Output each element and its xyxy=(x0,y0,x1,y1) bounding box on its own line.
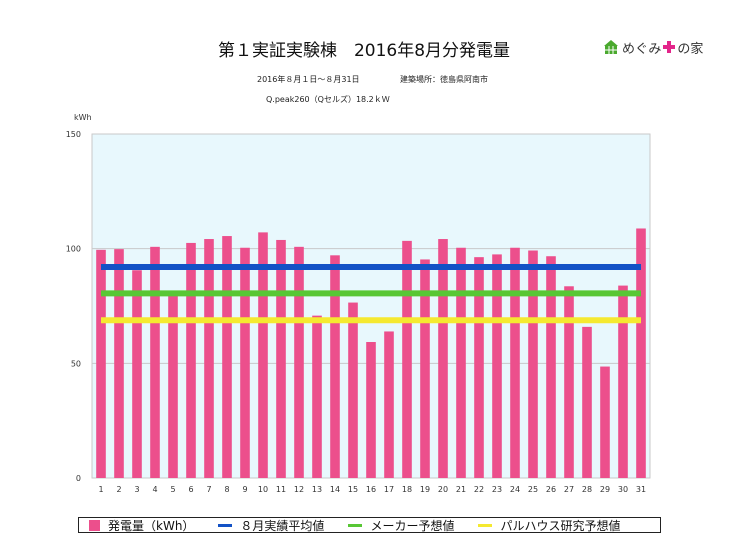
x-tick-label: 17 xyxy=(384,485,394,494)
brand-logo: めぐみ の家 xyxy=(603,36,703,58)
x-tick-label: 23 xyxy=(492,485,502,494)
x-tick-label: 21 xyxy=(456,485,466,494)
x-tick-label: 14 xyxy=(330,485,340,494)
x-tick-label: 11 xyxy=(276,485,286,494)
plus-icon xyxy=(663,41,676,53)
x-tick-label: 25 xyxy=(528,485,538,494)
y-axis-label: kWh xyxy=(74,113,92,122)
x-tick-label: 31 xyxy=(636,485,646,494)
bar xyxy=(258,232,268,478)
bar xyxy=(294,246,304,478)
logo-text-right: の家 xyxy=(677,41,704,57)
bars xyxy=(96,228,646,478)
x-tick-label: 18 xyxy=(402,485,412,494)
bar xyxy=(168,294,178,478)
chart-title: 第１実証実験棟 2016年8月分発電量 xyxy=(217,41,511,61)
reference-lines xyxy=(101,264,641,324)
x-tick-label: 1 xyxy=(98,485,103,494)
bar xyxy=(384,331,394,478)
bar xyxy=(438,239,448,478)
legend-label-palhouse: パルハウス研究予想値 xyxy=(500,518,621,533)
bar xyxy=(276,239,286,478)
bar xyxy=(204,239,214,478)
y-tick-label: 0 xyxy=(76,474,81,483)
x-tick-label: 27 xyxy=(564,485,574,494)
x-tick-label: 13 xyxy=(312,485,322,494)
legend-swatch-generation xyxy=(89,519,100,531)
y-tick-label: 50 xyxy=(71,359,81,368)
bar xyxy=(366,342,376,478)
bar xyxy=(474,257,484,478)
y-tick-label: 100 xyxy=(66,245,81,254)
bar xyxy=(528,250,538,478)
x-tick-label: 26 xyxy=(546,485,556,494)
x-tick-label: 8 xyxy=(224,485,229,494)
legend-label-maker: メーカー予想値 xyxy=(370,518,455,533)
legend-swatch-average xyxy=(218,523,233,527)
legend-swatch-palhouse xyxy=(478,523,493,527)
bar xyxy=(618,285,628,478)
y-tick-label: 150 xyxy=(66,130,81,139)
bar xyxy=(402,240,412,478)
bar xyxy=(636,228,646,478)
x-tick-label: 2 xyxy=(116,485,121,494)
x-tick-label: 3 xyxy=(134,485,139,494)
bar xyxy=(132,270,142,478)
bar xyxy=(312,315,322,478)
bar xyxy=(600,366,610,478)
legend-item-generation: 発電量（kWh） xyxy=(89,517,194,534)
bar xyxy=(114,249,124,478)
bar xyxy=(420,259,430,478)
bar xyxy=(222,236,232,478)
x-tick-label: 28 xyxy=(582,485,592,494)
legend-item-average: ８月実績平均値 xyxy=(204,517,324,534)
x-tick-label: 19 xyxy=(420,485,430,494)
legend-label-average: ８月実績平均値 xyxy=(240,518,325,533)
legend: 発電量（kWh） ８月実績平均値 メーカー予想値 パルハウス研究予想値 xyxy=(78,517,661,533)
legend-item-palhouse: パルハウス研究予想値 xyxy=(464,517,620,534)
location-text: 建築場所：徳島県阿南市 xyxy=(400,75,488,84)
bar xyxy=(96,249,106,478)
x-tick-label: 29 xyxy=(600,485,610,494)
bar xyxy=(456,247,466,478)
panel-text: Q.peak260（Qセルズ）18.2ｋＷ xyxy=(266,95,390,104)
x-tick-label: 15 xyxy=(348,485,358,494)
legend-label-generation: 発電量（kWh） xyxy=(108,518,195,533)
period-text: 2016年８月１日～８月31日 xyxy=(257,75,360,84)
bar xyxy=(348,302,358,478)
x-tick-label: 6 xyxy=(188,485,193,494)
x-tick-label: 24 xyxy=(510,485,520,494)
x-tick-label: 20 xyxy=(438,485,448,494)
legend-swatch-maker xyxy=(348,523,363,527)
bar xyxy=(546,256,556,478)
bar xyxy=(510,247,520,478)
x-tick-label: 12 xyxy=(294,485,304,494)
x-tick-label: 22 xyxy=(474,485,484,494)
bar xyxy=(564,286,574,478)
bar xyxy=(150,246,160,478)
x-tick-label: 10 xyxy=(258,485,268,494)
y-tick-labels: 0 50 100 150 xyxy=(66,130,81,483)
house-icon xyxy=(604,40,618,54)
bar xyxy=(240,247,250,478)
logo-text-left: めぐみ xyxy=(622,41,662,57)
x-tick-label: 30 xyxy=(618,485,628,494)
x-tick-label: 9 xyxy=(242,485,247,494)
x-tick-labels: 1 2 3 4 5 6 7 8 9 10 11 12 13 14 15 16 17 18 19 20 21 22 23 24 2… xyxy=(98,485,646,494)
x-tick-label: 4 xyxy=(152,485,157,494)
bar xyxy=(492,254,502,478)
x-tick-label: 5 xyxy=(170,485,175,494)
x-tick-label: 16 xyxy=(366,485,376,494)
bar xyxy=(186,242,196,478)
bar xyxy=(330,255,340,478)
x-tick-label: 7 xyxy=(206,485,211,494)
bar xyxy=(582,326,592,478)
legend-item-maker: メーカー予想値 xyxy=(334,517,454,534)
